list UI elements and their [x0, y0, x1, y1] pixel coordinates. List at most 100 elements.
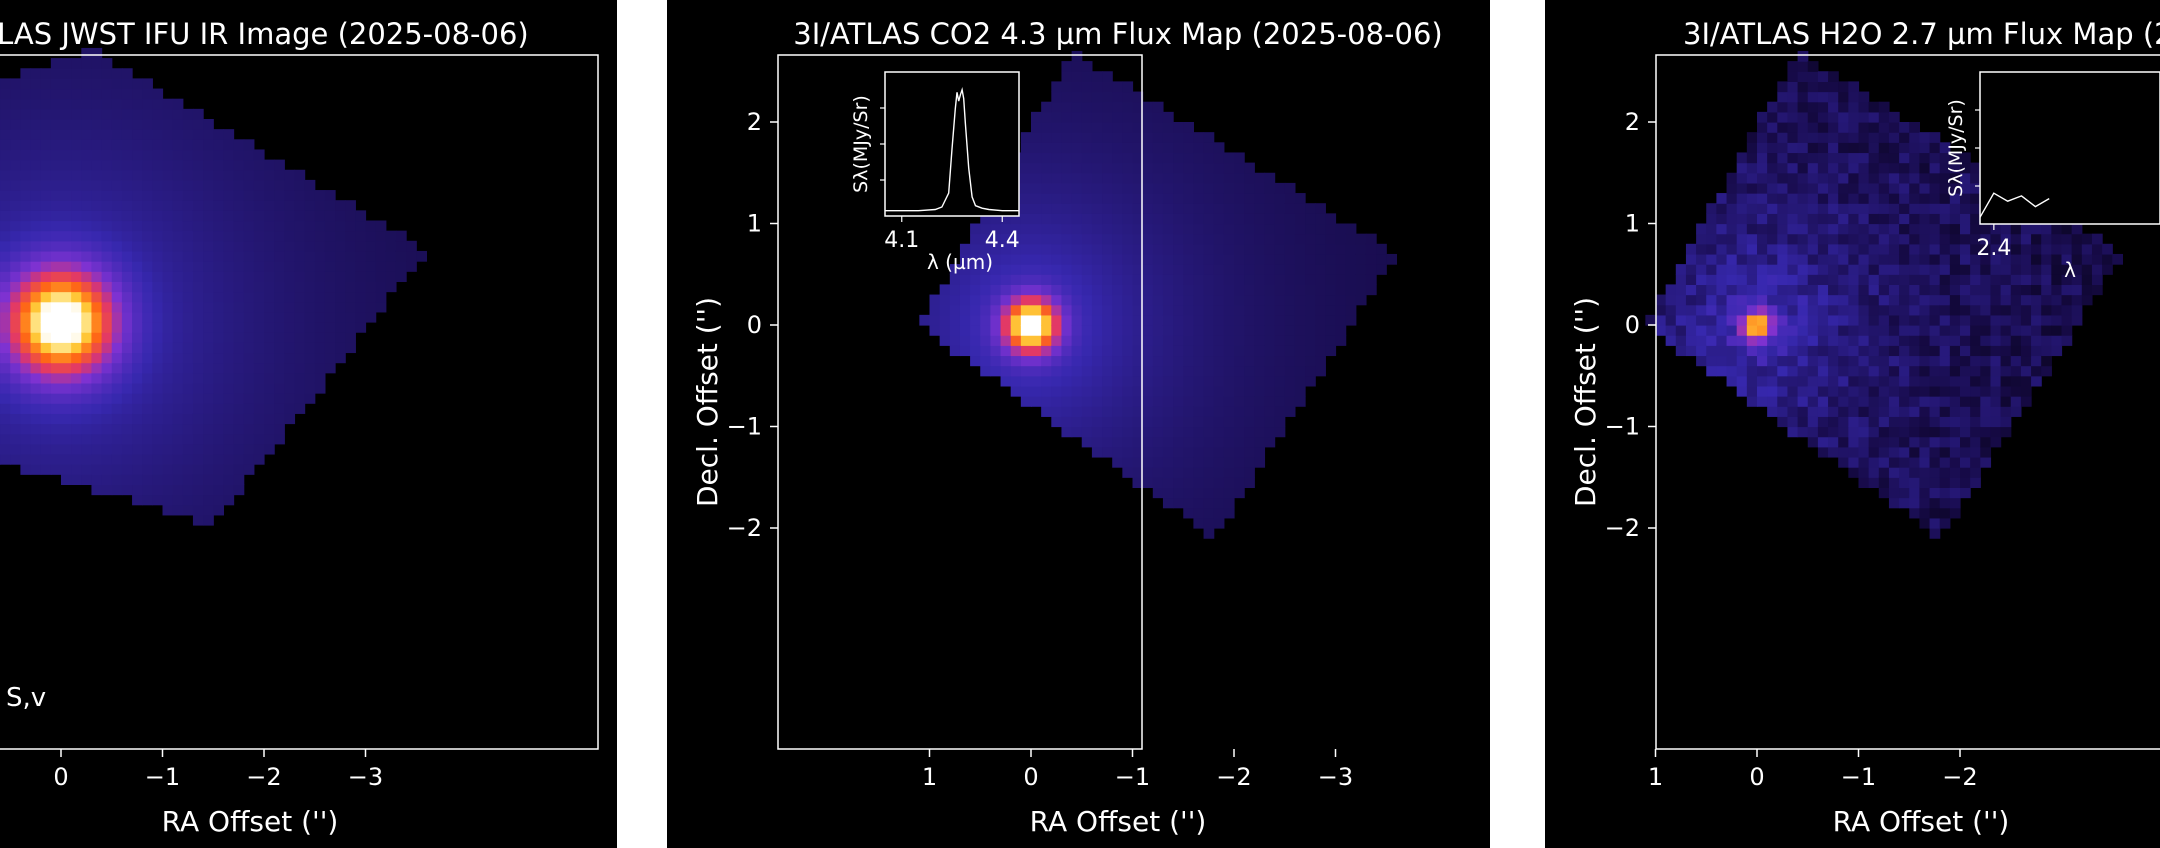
map-cell: [233, 403, 245, 414]
map-cell: [213, 403, 224, 414]
map-cell: [162, 250, 174, 262]
map-cell: [1112, 111, 1123, 123]
map-cell: [1878, 172, 1890, 184]
map-cell: [1909, 223, 1920, 235]
map-cell: [1767, 406, 1778, 417]
map-cell: [314, 261, 326, 272]
map-cell: [1244, 355, 1255, 367]
map-cell: [1888, 355, 1900, 367]
map-cell: [1193, 446, 1205, 458]
map-cell: [294, 393, 306, 404]
map-cell: [1274, 335, 1286, 346]
map-cell: [10, 271, 21, 282]
map-cell: [223, 403, 235, 414]
map-cell: [1970, 467, 1981, 478]
map-cell: [1726, 193, 1738, 204]
map-cell: [1787, 111, 1799, 123]
map-cell: [1173, 396, 1184, 407]
map-cell: [1949, 172, 1961, 184]
map-cell: [1162, 294, 1174, 306]
map-cell: [264, 301, 275, 313]
map-cell: [1787, 294, 1799, 306]
map-cell: [1020, 314, 1032, 326]
map-cell: [1909, 507, 1920, 519]
map-cell: [142, 362, 153, 374]
map-cell: [1960, 172, 1971, 184]
map-cell: [274, 281, 285, 293]
map-cell: [223, 220, 235, 232]
map-cell: [1223, 436, 1235, 448]
map-cell: [1797, 203, 1809, 214]
map-cell: [50, 433, 62, 445]
map-cell: [304, 301, 316, 313]
map-cell: [264, 190, 275, 201]
map-cell: [243, 250, 255, 262]
map-cell: [1183, 365, 1194, 377]
map-cell: [2071, 294, 2083, 306]
map-cell: [1960, 456, 1971, 468]
map-cell: [1091, 416, 1103, 428]
map-cell: [1041, 233, 1052, 245]
map-cell: [1051, 345, 1063, 357]
map-cell: [1848, 467, 1860, 478]
map-cell: [1335, 233, 1347, 245]
map-cell: [970, 325, 981, 336]
map-cell: [1787, 253, 1799, 265]
map-cell: [2091, 284, 2103, 296]
map-cell: [233, 413, 245, 425]
map-cell: [959, 314, 971, 326]
map-cell: [1949, 487, 1961, 499]
map-cell: [929, 325, 941, 336]
map-cell: [182, 169, 194, 181]
map-cell: [1970, 365, 1981, 377]
map-cell: [1234, 456, 1245, 468]
map-cell: [1081, 253, 1093, 265]
map-cell: [132, 433, 143, 445]
map-cell: [1223, 325, 1235, 336]
map-cell: [1746, 274, 1758, 285]
map-cell: [1929, 142, 1941, 154]
map-cell: [1122, 304, 1134, 316]
map-cell: [1899, 233, 1910, 245]
map-cell: [233, 169, 245, 181]
map-cell: [314, 311, 326, 323]
map-cell: [970, 355, 981, 367]
map-cell: [1899, 456, 1910, 468]
map-cell: [1102, 233, 1113, 245]
map-cell: [182, 423, 194, 435]
map-cell: [2102, 264, 2113, 275]
map-cell: [1213, 477, 1225, 488]
map-cell: [304, 291, 316, 303]
map-cell: [1102, 426, 1113, 438]
map-cell: [91, 47, 103, 59]
map-cell: [111, 78, 123, 90]
map-cell: [243, 423, 255, 435]
map-cell: [1797, 111, 1809, 123]
map-cell: [1878, 294, 1890, 306]
map-cell: [1970, 284, 1981, 296]
map-cell: [1061, 233, 1073, 245]
map-cell: [1031, 193, 1042, 204]
map-cell: [243, 139, 255, 151]
map-cell: [142, 443, 153, 455]
map-cell: [1899, 182, 1910, 194]
map-cell: [1787, 396, 1799, 407]
map-cell: [1726, 203, 1738, 214]
map-cell: [1909, 274, 1920, 285]
map-cell: [203, 291, 214, 303]
map-cell: [1797, 213, 1809, 225]
map-cell: [1797, 304, 1809, 316]
map-cell: [1305, 284, 1316, 296]
map-cell: [61, 291, 72, 303]
map-cell: [1888, 385, 1900, 397]
map-cell: [0, 139, 11, 151]
map-cell: [121, 169, 133, 181]
map-cell: [121, 230, 133, 242]
map-cell: [1142, 142, 1154, 154]
map-cell: [1162, 243, 1174, 255]
map-cell: [1828, 152, 1839, 164]
map-cell: [172, 393, 184, 404]
map-cell: [243, 393, 255, 404]
map-cell: [365, 240, 377, 252]
map-cell: [203, 322, 214, 333]
